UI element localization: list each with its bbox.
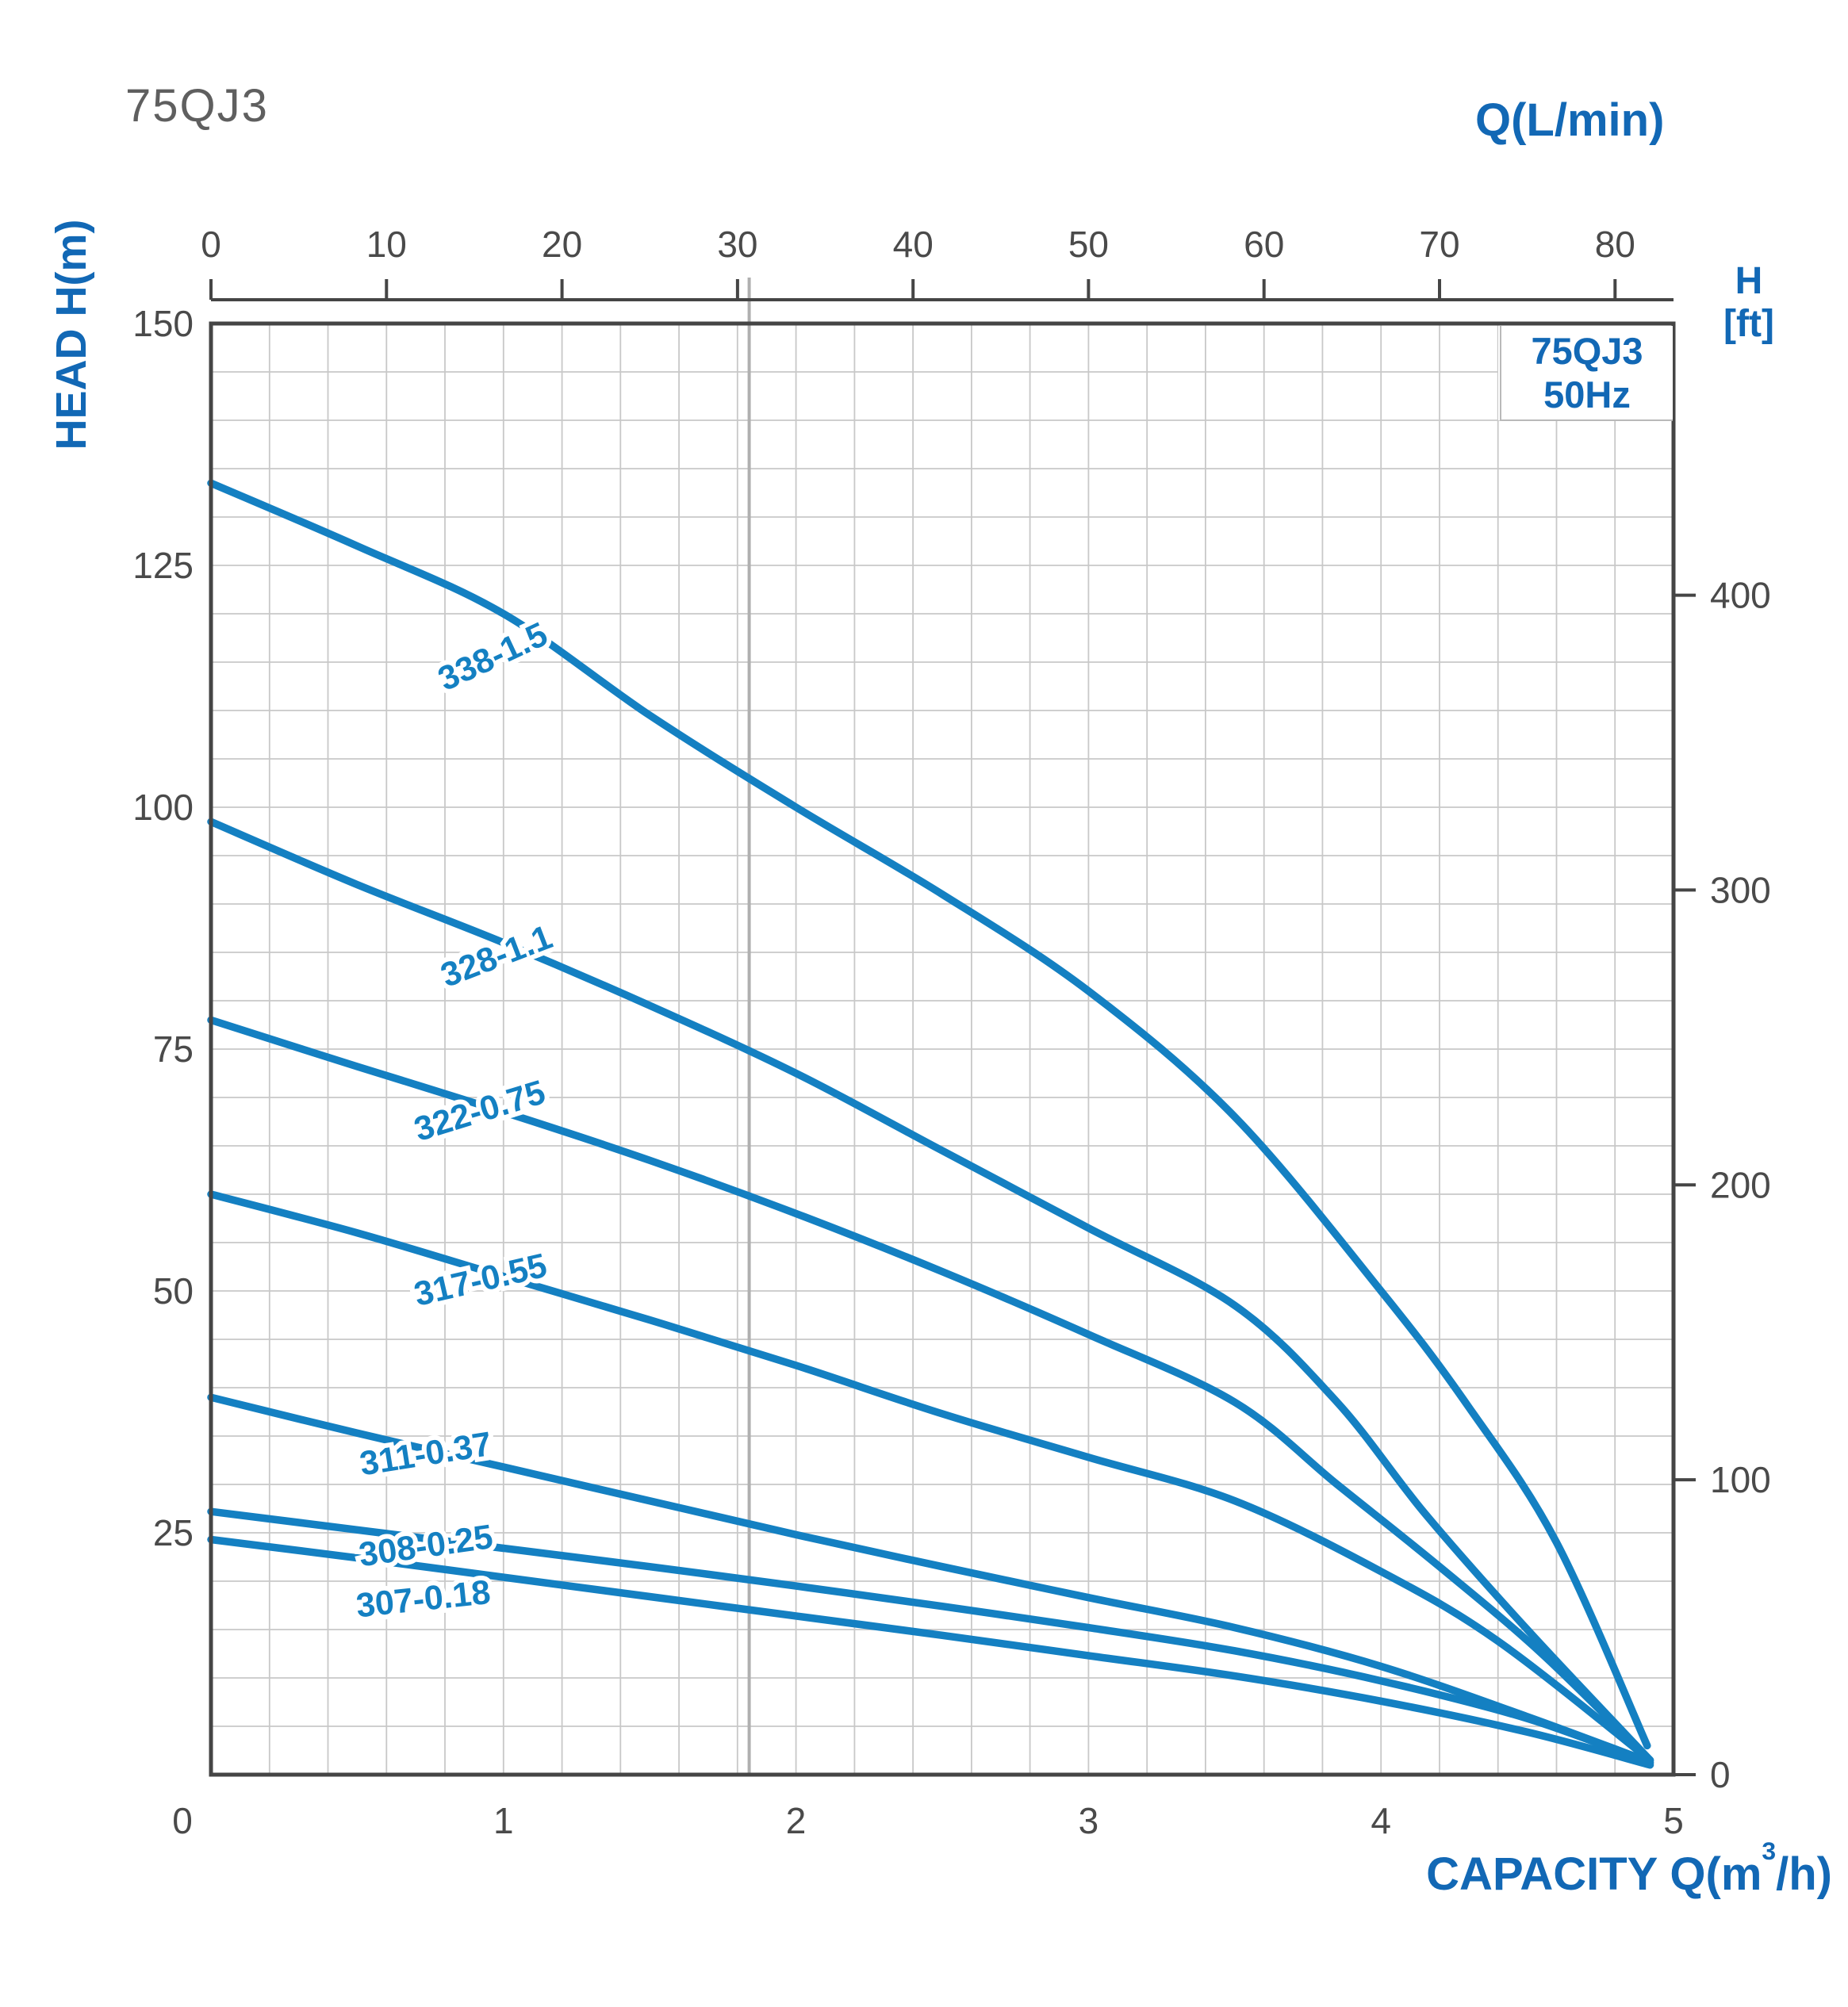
- curve-label-322-0.75: 322-0.75: [410, 1073, 550, 1149]
- curve-label-311-0.37: 311-0.37: [357, 1425, 494, 1484]
- top-axis-title: Q(L/min): [1475, 94, 1665, 146]
- left-axis-tick-label: 125: [132, 545, 194, 586]
- bottom-axis-tick-label: 5: [1663, 1800, 1684, 1841]
- curve-311-0.37: [207, 1393, 1654, 1766]
- curve-label-338-1.5: 338-1.5: [432, 615, 553, 699]
- right-axis-title-line2: [ft]: [1723, 303, 1774, 345]
- bottom-axis-title: CAPACITY Q(m3/h): [1426, 1837, 1832, 1901]
- right-axis-tick-label: 100: [1710, 1459, 1771, 1500]
- left-axis-tick-label: 75: [153, 1028, 194, 1070]
- bottom-axis-tick-label: 3: [1079, 1800, 1099, 1841]
- curve-328-1.1: [207, 818, 1654, 1764]
- right-axis-title: H [ft]: [1705, 260, 1792, 346]
- top-axis-tick-label: 0: [201, 224, 221, 265]
- bottom-axis-title-prefix: CAPACITY Q(m: [1426, 1848, 1762, 1900]
- legend-frequency-label: 50Hz: [1543, 373, 1631, 416]
- top-axis-tick-label: 40: [893, 224, 934, 265]
- top-axis-tick-label: 70: [1419, 224, 1459, 265]
- legend: 75QJ3 50Hz: [1500, 326, 1673, 421]
- right-axis-tick-label: 300: [1710, 869, 1771, 910]
- right-axis-tick-label: 200: [1710, 1164, 1771, 1205]
- top-axis-tick-label: 20: [542, 224, 582, 265]
- curve-322-0.75: [207, 1016, 1654, 1764]
- bottom-axis-tick-label: 4: [1371, 1800, 1391, 1841]
- curve-label-328-1.1: 328-1.1: [435, 918, 557, 995]
- top-axis-tick-label: 30: [717, 224, 757, 265]
- right-axis-tick-label: 0: [1710, 1754, 1731, 1795]
- curve-307-0.18: [207, 1535, 1654, 1769]
- left-axis-tick-label: 50: [153, 1270, 194, 1312]
- bottom-axis-tick-label: 1: [493, 1800, 514, 1841]
- left-axis-tick-label: 150: [132, 303, 194, 344]
- bottom-axis-tick-label: 2: [786, 1800, 807, 1841]
- plot-border: [209, 321, 1676, 1777]
- curve-338-1.5: [207, 479, 1651, 1750]
- top-axis-tick-label: 10: [366, 224, 407, 265]
- curve-317-0.55: [207, 1190, 1654, 1764]
- right-axis-tick-label: 400: [1710, 575, 1771, 616]
- bottom-axis-title-suffix: /h): [1776, 1848, 1832, 1900]
- top-axis-tick-label: 80: [1595, 224, 1635, 265]
- bottom-axis-title-superscript: 3: [1762, 1837, 1777, 1866]
- page-title: 75QJ3: [125, 80, 269, 132]
- bottom-axis-tick-label: 0: [172, 1800, 193, 1841]
- curve-308-0.25: [207, 1507, 1654, 1768]
- top-axis-tick-label: 50: [1068, 224, 1109, 265]
- left-axis-tick-label: 25: [153, 1512, 194, 1553]
- right-axis-title-line1: H: [1735, 260, 1763, 302]
- legend-model-label: 75QJ3: [1531, 330, 1643, 372]
- left-axis-tick-label: 100: [132, 787, 194, 828]
- top-axis-tick-label: 60: [1244, 224, 1284, 265]
- left-axis-title: HEAD H(m): [48, 219, 95, 450]
